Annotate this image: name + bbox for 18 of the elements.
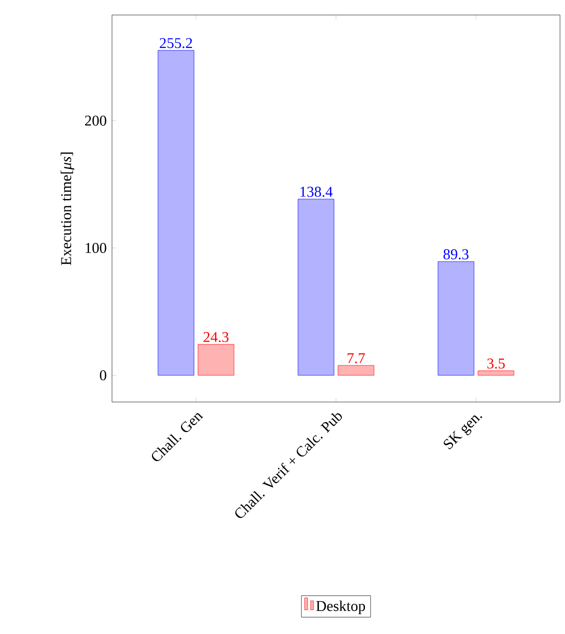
legend-label: Desktop <box>316 600 366 614</box>
bar <box>338 365 374 376</box>
bar <box>198 344 234 376</box>
bar <box>158 50 194 376</box>
data-label: 138.4 <box>300 186 333 197</box>
y-axis-title: Execution time[μs] <box>60 152 74 266</box>
x-tick-label: SK gen. <box>444 415 482 450</box>
y-tick-label: 0 <box>100 370 106 380</box>
data-label: 24.3 <box>204 332 228 342</box>
data-label: 7.7 <box>348 353 365 364</box>
y-tick-label: 100 <box>86 242 106 253</box>
data-label: 3.5 <box>487 358 505 369</box>
y-tick-label: 200 <box>85 116 106 126</box>
bar <box>438 261 474 376</box>
bar <box>478 370 514 376</box>
bar <box>298 198 334 376</box>
data-label: 89.3 <box>443 249 468 260</box>
data-label: 255.2 <box>160 38 192 48</box>
